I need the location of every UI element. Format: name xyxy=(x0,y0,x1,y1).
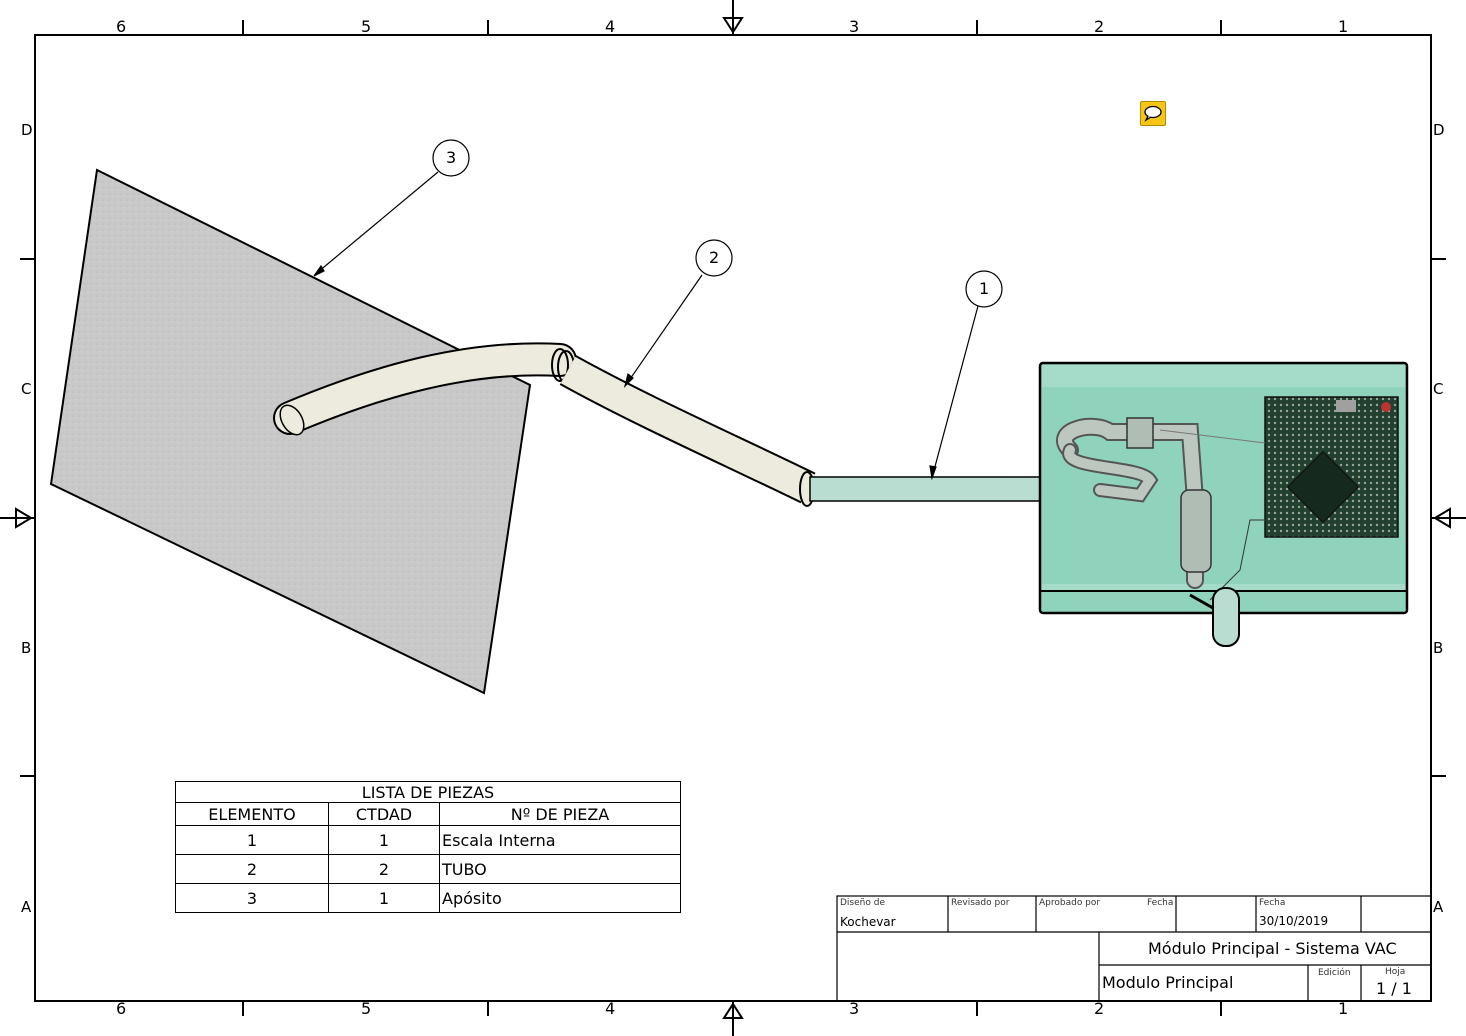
date-value: 30/10/2019 xyxy=(1259,914,1329,928)
row-letter-right: C xyxy=(1433,380,1444,398)
reviewed-by-label: Revisado por xyxy=(951,898,1010,908)
table-cell: 2 xyxy=(328,854,440,884)
column-number-top: 1 xyxy=(1338,17,1349,36)
row-letter-left: C xyxy=(21,380,32,398)
balloon-1-circle xyxy=(965,270,1003,308)
table-cell: 1 xyxy=(175,825,329,855)
table-row: 2 2 TUBO xyxy=(175,854,681,884)
column-number-bottom: 2 xyxy=(1094,999,1105,1018)
balloon-3[interactable]: 3 xyxy=(446,148,457,167)
row-letter-left: A xyxy=(21,898,32,916)
column-number-top: 6 xyxy=(116,17,127,36)
table-cell: 1 xyxy=(328,883,440,913)
sheet-number: 1 / 1 xyxy=(1376,979,1412,998)
balloon-2[interactable]: 2 xyxy=(709,248,720,267)
drawing-title: Módulo Principal - Sistema VAC xyxy=(1148,939,1397,958)
table-cell: Escala Interna xyxy=(439,825,681,855)
parts-list-title: LISTA DE PIEZAS xyxy=(175,781,681,803)
column-number-top: 3 xyxy=(849,17,860,36)
leader-lines xyxy=(313,171,979,481)
balloon-1[interactable]: 1 xyxy=(979,279,990,298)
valve xyxy=(1126,417,1154,449)
table-cell: Apósito xyxy=(439,883,681,913)
row-letter-right: A xyxy=(1433,898,1444,916)
parts-list-header: ELEMENTO xyxy=(175,802,329,826)
table-cell: 3 xyxy=(175,883,329,913)
approved-by-label: Aprobado por xyxy=(1039,898,1101,908)
row-letter-right: D xyxy=(1433,121,1445,139)
drawing-subtitle: Modulo Principal xyxy=(1102,973,1234,992)
column-number-bottom: 6 xyxy=(116,999,127,1018)
table-row: 1 1 Escala Interna xyxy=(175,825,681,855)
comment-icon[interactable] xyxy=(1140,101,1166,126)
table-cell: TUBO xyxy=(439,854,681,884)
parts-list-header: Nº DE PIEZA xyxy=(439,802,681,826)
date-label: Fecha xyxy=(1259,898,1286,908)
column-number-bottom: 1 xyxy=(1338,999,1349,1018)
column-number-top: 4 xyxy=(605,17,616,36)
date-label: Fecha xyxy=(1147,898,1174,908)
column-number-top: 2 xyxy=(1094,17,1105,36)
row-letter-right: B xyxy=(1433,639,1444,657)
designed-by-value: Kochevar xyxy=(840,915,896,929)
parts-list: LISTA DE PIEZAS ELEMENTO CTDAD Nº DE PIE… xyxy=(175,781,681,913)
speech-bubble-icon xyxy=(1144,105,1162,122)
balloon-3-circle xyxy=(432,139,470,177)
table-cell: 1 xyxy=(328,825,440,855)
column-number-bottom: 3 xyxy=(849,999,860,1018)
filter-canister xyxy=(1180,489,1212,573)
table-cell: 2 xyxy=(175,854,329,884)
column-number-bottom: 5 xyxy=(361,999,372,1018)
balloon-2-circle xyxy=(695,239,733,277)
title-block-lines xyxy=(836,895,1432,1002)
table-row: 3 1 Apósito xyxy=(175,883,681,913)
parts-list-header: CTDAD xyxy=(328,802,440,826)
row-letter-left: B xyxy=(21,639,32,657)
column-number-top: 5 xyxy=(361,17,372,36)
outlet-port xyxy=(1212,587,1240,647)
border-ticks xyxy=(20,20,1446,1016)
sheet-label: Hoja xyxy=(1385,967,1406,977)
internal-scale-tube xyxy=(809,476,1043,502)
row-letter-left: D xyxy=(21,121,33,139)
edition-label: Edición xyxy=(1318,968,1351,978)
designed-by-label: Diseño de xyxy=(840,898,885,908)
column-number-bottom: 4 xyxy=(605,999,616,1018)
